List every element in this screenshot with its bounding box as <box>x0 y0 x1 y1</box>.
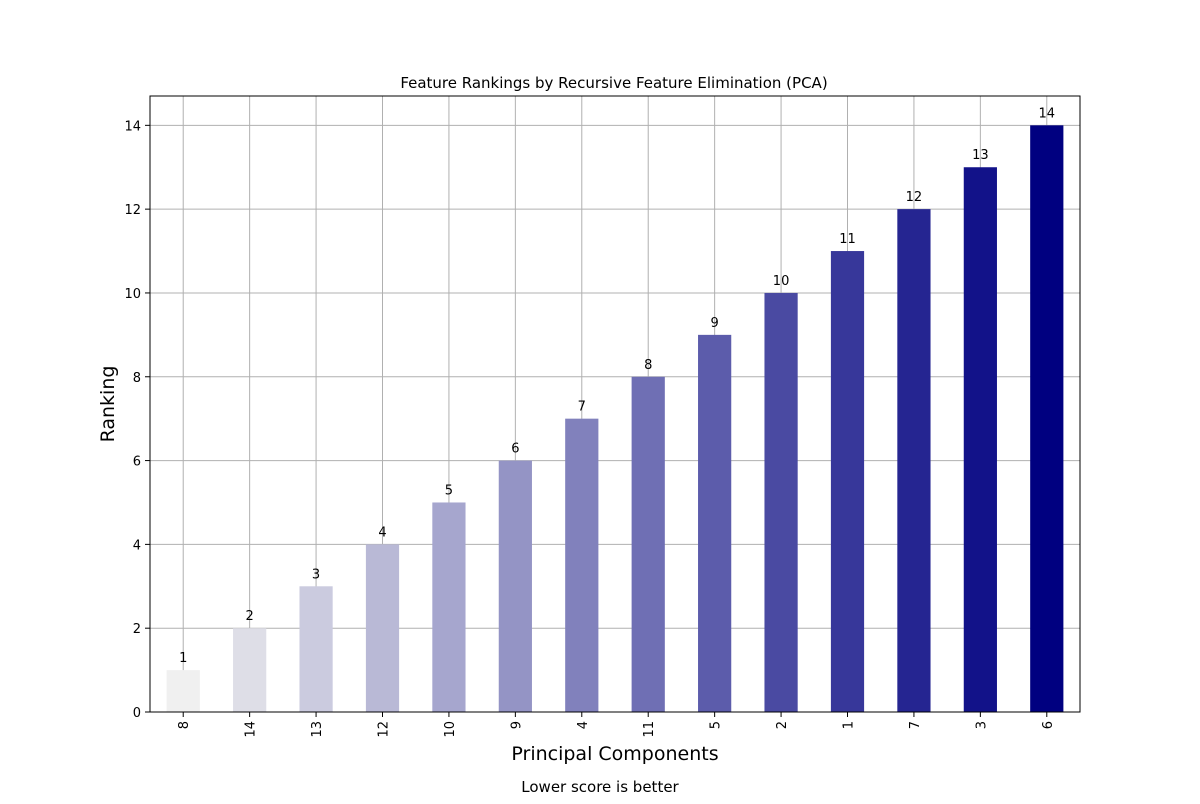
bar <box>698 334 732 712</box>
bar <box>830 251 865 713</box>
y-tick-label: 8 <box>133 371 141 386</box>
x-tick-label: 5 <box>709 721 724 729</box>
grid-lines <box>150 96 1080 713</box>
x-tick-label: 12 <box>377 721 392 738</box>
bar-value-label: 13 <box>972 148 989 163</box>
y-axis-ticks: 0 2 4 6 8 10 12 14 <box>124 119 150 721</box>
bar <box>1030 125 1064 713</box>
bar <box>565 418 599 712</box>
x-tick-label: 3 <box>974 721 989 729</box>
x-tick-label: 4 <box>576 721 591 729</box>
x-tick-label: 13 <box>310 721 325 738</box>
x-tick-label: 14 <box>244 721 259 738</box>
bar-value-label: 2 <box>246 609 254 624</box>
y-axis-label: Ranking <box>97 366 119 443</box>
y-tick-label: 4 <box>133 538 141 553</box>
x-tick-label: 10 <box>443 721 458 738</box>
bar-value-label: 1 <box>179 651 187 666</box>
bar <box>233 628 267 712</box>
y-tick-label: 0 <box>133 706 141 721</box>
y-tick-label: 6 <box>133 455 141 470</box>
x-axis-label: Principal Components <box>511 743 718 765</box>
bar-value-label: 6 <box>511 442 519 457</box>
x-tick-label: 8 <box>177 721 192 729</box>
x-tick-label: 11 <box>642 721 657 738</box>
y-tick-label: 10 <box>124 287 141 302</box>
bar <box>166 670 200 712</box>
x-tick-label: 2 <box>775 721 790 729</box>
y-tick-label: 14 <box>124 119 141 134</box>
bar-value-label: 8 <box>644 358 652 373</box>
x-tick-label: 6 <box>1041 721 1056 729</box>
y-tick-label: 2 <box>133 622 141 637</box>
bar <box>432 502 466 712</box>
bar-value-label: 4 <box>378 525 386 540</box>
x-tick-label: 1 <box>842 721 857 729</box>
bar <box>365 544 400 712</box>
bar-value-label: 3 <box>312 567 320 582</box>
bar <box>764 292 798 712</box>
bar-value-label: 10 <box>773 274 790 289</box>
footnote: Lower score is better <box>521 778 679 796</box>
bar <box>897 209 931 712</box>
x-tick-label: 7 <box>908 721 923 729</box>
bar-value-label: 7 <box>578 400 586 415</box>
plot-frame <box>149 95 1081 713</box>
bar-value-label: 9 <box>711 316 719 331</box>
bar <box>631 376 665 712</box>
y-tick-label: 12 <box>124 203 141 218</box>
x-tick-label: 9 <box>509 721 524 729</box>
bar-value-label: 11 <box>839 232 856 247</box>
bar <box>963 167 997 712</box>
bar <box>498 460 532 712</box>
bar-value-label: 14 <box>1039 106 1056 121</box>
bar <box>299 586 333 712</box>
bar-value-label: 5 <box>445 483 453 498</box>
chart-title: Feature Rankings by Recursive Feature El… <box>400 74 827 92</box>
bar-value-label: 12 <box>906 190 923 205</box>
x-axis-ticks: 8 14 13 12 10 9 4 11 5 2 1 7 3 6 <box>177 712 1056 738</box>
bars <box>166 125 1064 713</box>
